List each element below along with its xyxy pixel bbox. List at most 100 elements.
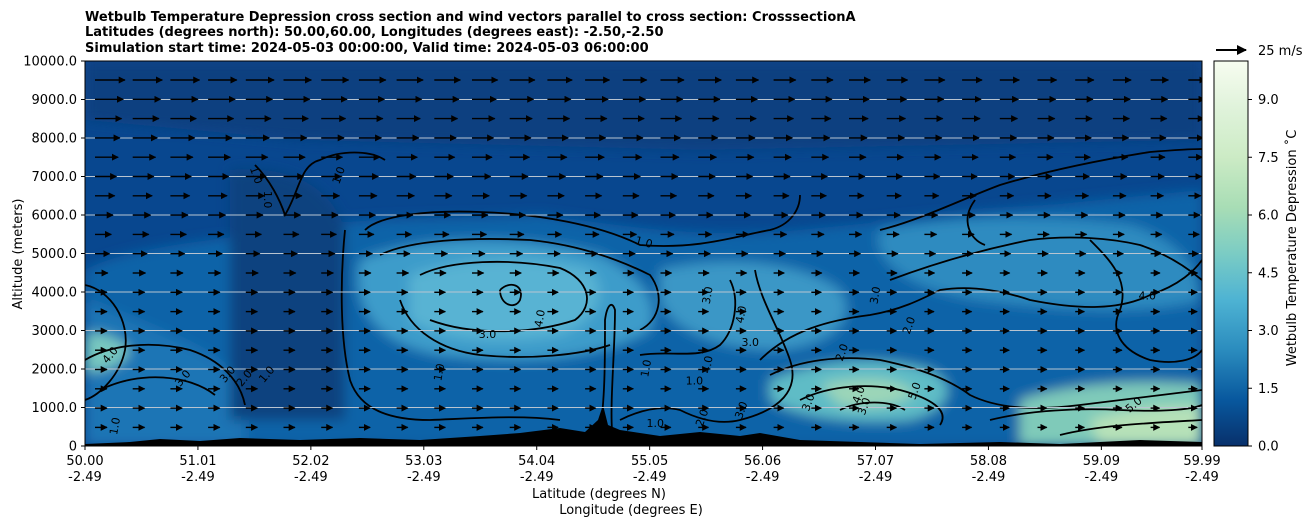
y-tick-label: 9000.0 — [32, 93, 78, 108]
contour-line — [759, 259, 1202, 361]
x-tick-label-lat: 58.08 — [970, 454, 1007, 469]
x-tick-label-lon: -2.49 — [1185, 470, 1219, 485]
y-tick-label: 4000.0 — [32, 286, 78, 301]
contour-label: 4.0 — [700, 355, 716, 374]
quiver-key: 25 m/s — [1216, 44, 1303, 59]
colorbar-tick-label: 1.5 — [1258, 382, 1279, 397]
contour-line — [889, 236, 1202, 281]
contour-line — [399, 299, 611, 358]
colorbar-tick-label: 0.0 — [1258, 440, 1279, 455]
field-region-upper-dark — [85, 61, 1202, 150]
x-tick-label-lat: 53.03 — [405, 454, 442, 469]
y-tick-label: 8000.0 — [32, 132, 78, 147]
contour-line — [879, 148, 1202, 231]
contour-line — [99, 376, 216, 396]
contour-line — [769, 357, 1202, 409]
contour-label: 1.0 — [634, 234, 654, 251]
x-tick-label-lon: -2.49 — [633, 470, 667, 485]
contour-line — [85, 343, 246, 406]
contour-line — [599, 303, 616, 431]
colorbar-tick-label: 7.5 — [1258, 151, 1279, 166]
contour-label: 4.0 — [532, 309, 548, 328]
contour-line — [379, 238, 660, 331]
x-tick-label-lat: 50.00 — [66, 454, 103, 469]
x-tick-label-lat: 55.05 — [631, 454, 668, 469]
y-axis: 0 1000.0 2000.0 3000.0 4000.0 5000.0 6000.0 700… — [23, 55, 85, 455]
y-tick-label: 0 — [69, 440, 77, 455]
contour-line — [340, 229, 561, 421]
plot-area: 1.01.01.01.03.04.01.03.04.03.01.03.04.0 5… — [85, 61, 1202, 446]
x-tick-label-lat: 51.01 — [179, 454, 216, 469]
chart-title-line-2: Latitudes (degrees north): 50.00,60.00, … — [85, 25, 664, 40]
x-tick-label-lon: -2.49 — [68, 470, 102, 485]
field-region-dry-east-core — [1090, 406, 1202, 446]
chart-title-line-1: Wetbulb Temperature Depression cross sec… — [85, 10, 856, 25]
colorbar-tick-label: 4.5 — [1258, 266, 1279, 281]
y-tick-label: 1000.0 — [32, 401, 78, 416]
x-tick-label-lat: 57.07 — [857, 454, 894, 469]
x-tick-label-lat: 59.09 — [1083, 454, 1120, 469]
contour-label: 1.0 — [431, 362, 447, 381]
chart-title-line-3: Simulation start time: 2024-05-03 00:00:… — [85, 41, 649, 56]
contour-label: 2.0 — [693, 407, 711, 428]
contour-line — [966, 199, 986, 246]
contour-label: 3.0 — [799, 392, 817, 413]
colorbar-tick-label: 6.0 — [1258, 209, 1279, 224]
colorbar-gradient — [1213, 60, 1249, 447]
contour-label: 3.0 — [700, 285, 716, 304]
terrain — [85, 405, 1202, 446]
contour-line — [799, 385, 944, 426]
y-tick-label: 3000.0 — [32, 324, 78, 339]
colorbar-tick-label: 3.0 — [1258, 324, 1279, 339]
contour-label: 3.0 — [732, 400, 750, 421]
x-tick-label-lon: -2.49 — [972, 470, 1006, 485]
contour-label: 1.0 — [261, 191, 274, 209]
contour-label: 3.0 — [742, 336, 760, 349]
x-tick-label-lon: -2.49 — [1085, 470, 1119, 485]
x-tick-label-lon: -2.49 — [746, 470, 780, 485]
y-axis-label: Altitude (meters) — [11, 199, 26, 310]
colorbar-tick-label: 9.0 — [1258, 93, 1279, 108]
field-region-moist-b — [410, 259, 600, 340]
contour-label: 3.0 — [867, 285, 883, 304]
contour-label: 4.0 — [850, 384, 868, 405]
contour-label: 5.0 — [906, 380, 924, 401]
contour-line — [1059, 419, 1202, 436]
colorbar-ticks: 0.0 1.5 3.0 4.5 6.0 7.5 9.0 — [1248, 93, 1279, 455]
contour-label: 1.0 — [247, 165, 265, 186]
y-tick-label: 6000.0 — [32, 209, 78, 224]
x-tick-label-lon: -2.49 — [520, 470, 554, 485]
colorbar: 0.0 1.5 3.0 4.5 6.0 7.5 9.0 Wetbulb Temperatur… — [1213, 60, 1300, 455]
contour-label: 1.0 — [107, 416, 123, 435]
contour-line — [499, 283, 522, 307]
contour-label: 1.0 — [686, 374, 704, 387]
x-tick-label-lat: 52.02 — [292, 454, 329, 469]
x-tick-label-lat: 56.06 — [744, 454, 781, 469]
contour-line — [364, 194, 801, 247]
x-tick-label-lon: -2.49 — [859, 470, 893, 485]
quiver-key-label: 25 m/s — [1258, 44, 1303, 59]
x-tick-label-lat: 54.04 — [518, 454, 555, 469]
contour-label: 2.0 — [833, 342, 851, 363]
contour-label: 2.0 — [900, 315, 918, 336]
x-axis-label-2: Longitude (degrees E) — [559, 503, 703, 518]
x-tick-label-lon: -2.49 — [407, 470, 441, 485]
x-axis-label: Latitude (degrees N) — [532, 487, 666, 502]
y-tick-label: 7000.0 — [32, 170, 78, 185]
colorbar-label: Wetbulb Temperature Depression ˚C — [1284, 130, 1300, 367]
contour-label: 1.0 — [330, 165, 348, 186]
x-tick-label-lat: 59.99 — [1183, 454, 1220, 469]
contour-label: 4.0 — [1138, 290, 1156, 303]
y-tick-label: 5000.0 — [32, 247, 78, 262]
contour-label: 1.0 — [646, 417, 664, 430]
contour-label: 3.0 — [855, 396, 873, 417]
contour-label: 1.0 — [638, 359, 654, 378]
y-tick-label: 2000.0 — [32, 363, 78, 378]
wind-vectors — [95, 76, 1202, 431]
contour-label: 4.0 — [733, 305, 749, 324]
y-tick-label: 10000.0 — [23, 55, 77, 70]
x-tick-label-lon: -2.49 — [181, 470, 215, 485]
x-tick-label-lon: -2.49 — [294, 470, 328, 485]
x-axis: 50.00-2.4951.01-2.4952.02-2.4953.03-2.49… — [66, 446, 1221, 485]
